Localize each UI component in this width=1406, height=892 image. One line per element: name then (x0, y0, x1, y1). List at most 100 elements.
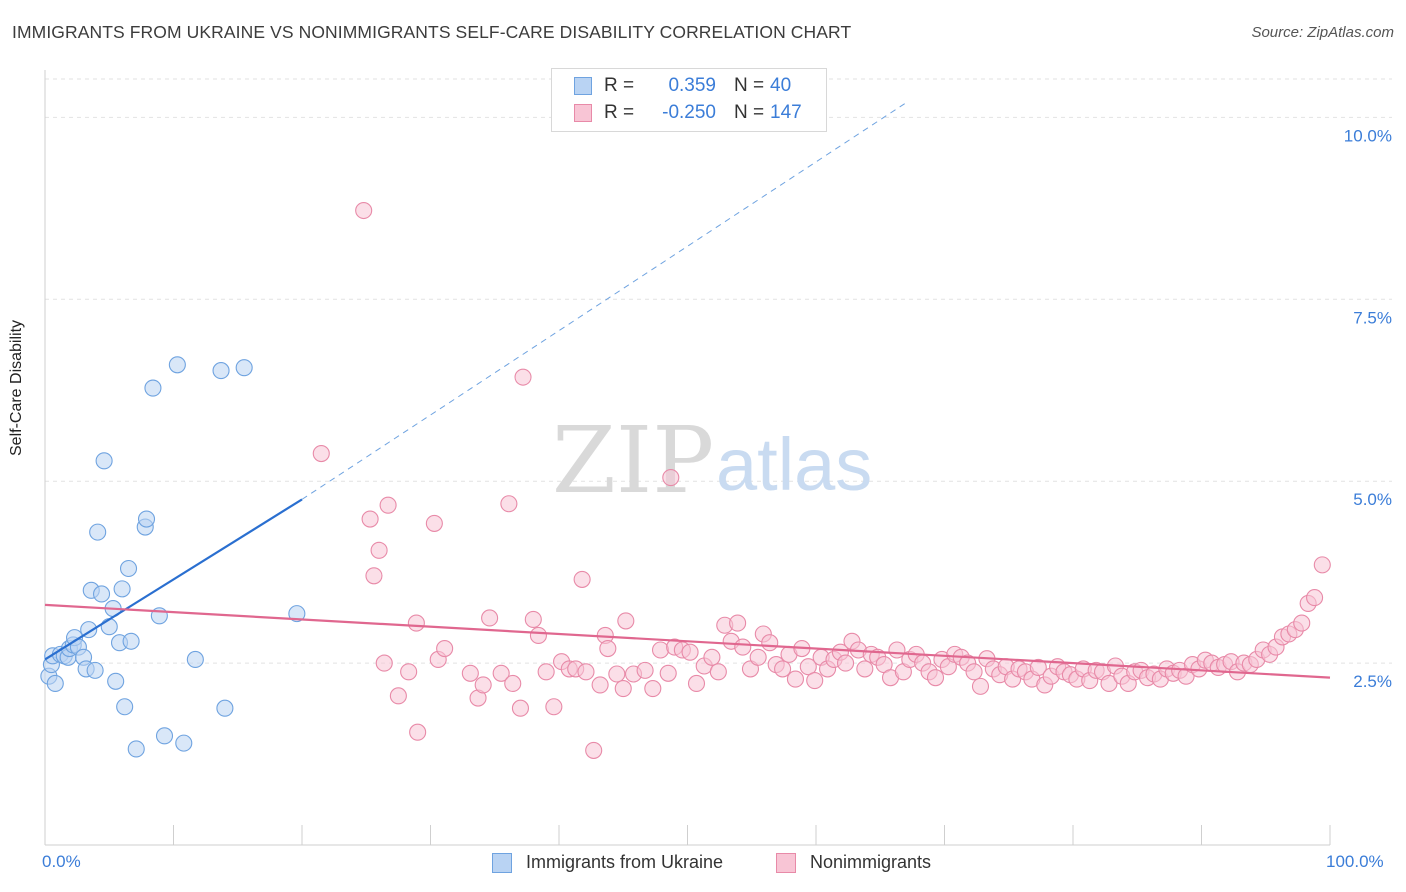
legend-item-nonimmigrants[interactable]: Nonimmigrants (776, 852, 931, 873)
legend-n-label: N = (734, 75, 765, 96)
legend-swatch-nonimmigrants (776, 852, 796, 873)
point-nonimmigrant (749, 648, 767, 666)
point-nonimmigrant (1100, 674, 1118, 693)
point-nonimmigrant (1313, 556, 1331, 574)
point-ukraine (216, 699, 234, 717)
point-nonimmigrant (375, 654, 393, 672)
point-nonimmigrant (511, 699, 530, 717)
point-ukraine (122, 632, 140, 650)
point-nonimmigrant (761, 634, 779, 652)
x-tick-label-min: 0.0% (42, 852, 81, 871)
watermark: ZIP atlas (552, 407, 872, 514)
point-nonimmigrant (545, 698, 563, 716)
point-nonimmigrant (1293, 614, 1311, 632)
point-nonimmigrant (361, 510, 379, 528)
point-nonimmigrant (585, 741, 603, 759)
point-ukraine (113, 580, 131, 598)
trend-ukraine (44, 498, 303, 661)
point-nonimmigrant (474, 676, 492, 694)
point-nonimmigrant (687, 674, 706, 693)
legend-n-value: 147 (770, 102, 802, 123)
point-ukraine (46, 674, 64, 693)
legend-swatch-ukraine (574, 77, 592, 95)
legend-r-label: R = (604, 75, 635, 96)
point-nonimmigrant (504, 674, 522, 693)
legend-r-value: -0.250 (662, 102, 716, 123)
point-ukraine (137, 510, 156, 528)
y-tick-label: 2.5% (1353, 672, 1392, 691)
legend-swatch-nonimmigrants (574, 104, 592, 122)
series-legend: Immigrants from Ukraine Nonimmigrants (0, 852, 1406, 878)
point-nonimmigrant (481, 609, 499, 627)
point-ukraine (235, 359, 253, 377)
point-nonimmigrant (365, 567, 383, 585)
point-ukraine (116, 698, 134, 716)
point-nonimmigrant (617, 612, 635, 630)
point-nonimmigrant (529, 626, 547, 644)
y-tick-label: 7.5% (1353, 308, 1392, 327)
point-nonimmigrant (806, 672, 824, 690)
point-nonimmigrant (573, 570, 591, 588)
point-ukraine (212, 362, 230, 380)
point-ukraine (119, 559, 138, 578)
point-nonimmigrant (651, 641, 670, 659)
point-ukraine (186, 650, 204, 669)
point-nonimmigrant (636, 661, 654, 679)
point-nonimmigrant (409, 723, 427, 741)
point-nonimmigrant (774, 660, 792, 678)
axes (44, 70, 1331, 846)
trend-lines (44, 102, 1331, 679)
point-nonimmigrant (355, 201, 373, 220)
point-nonimmigrant (703, 648, 721, 666)
point-nonimmigrant (965, 663, 983, 681)
legend-item-ukraine[interactable]: Immigrants from Ukraine (492, 852, 723, 873)
point-ukraine (95, 452, 113, 470)
legend-label-nonimmigrants: Nonimmigrants (810, 852, 932, 872)
point-nonimmigrant (926, 669, 945, 687)
legend-n-value: 40 (770, 75, 792, 96)
point-nonimmigrant (729, 614, 747, 632)
point-nonimmigrant (312, 444, 330, 463)
point-nonimmigrant (514, 368, 532, 386)
point-nonimmigrant (681, 643, 699, 661)
point-ukraine (100, 618, 118, 636)
chart-title: IMMIGRANTS FROM UKRAINE VS NONIMMIGRANTS… (12, 22, 852, 42)
point-nonimmigrant (370, 541, 388, 559)
point-ukraine (288, 605, 306, 623)
legend-label-ukraine: Immigrants from Ukraine (526, 852, 724, 872)
point-nonimmigrant (591, 676, 609, 694)
x-tick-label-max: 100.0% (1326, 852, 1384, 871)
y-tick-label: 5.0% (1353, 490, 1392, 509)
point-nonimmigrant (1306, 589, 1324, 607)
point-nonimmigrant (837, 654, 855, 672)
legend-row-ukraine: R = 0.359 N = 40 (574, 74, 791, 98)
source-label: Source: ZipAtlas.com (1251, 24, 1394, 41)
legend-swatch-ukraine (492, 852, 512, 873)
point-ukraine (175, 734, 193, 752)
point-nonimmigrant (662, 469, 680, 487)
point-nonimmigrant (971, 677, 990, 695)
point-nonimmigrant (856, 660, 874, 678)
point-ukraine (144, 379, 162, 397)
point-nonimmigrant (461, 664, 479, 682)
legend-r-value: 0.359 (668, 75, 716, 96)
point-nonimmigrant (492, 664, 510, 682)
legend-r-label: R = (604, 102, 635, 123)
trend-nonimmigrants (44, 603, 1331, 679)
point-nonimmigrant (524, 610, 542, 628)
legend-row-nonimmigrants: R = -0.250 N = 147 (574, 101, 802, 125)
point-nonimmigrant (644, 680, 662, 698)
point-nonimmigrant (1029, 658, 1047, 677)
point-nonimmigrant (407, 614, 425, 632)
point-nonimmigrant (537, 663, 555, 681)
point-nonimmigrant (709, 663, 727, 681)
point-nonimmigrant (379, 496, 397, 514)
legend-n-label: N = (734, 102, 765, 123)
point-nonimmigrant (608, 665, 626, 683)
point-nonimmigrant (389, 687, 407, 705)
point-nonimmigrant (577, 663, 595, 681)
point-nonimmigrant (786, 670, 804, 688)
point-nonimmigrant (400, 663, 418, 681)
watermark-zip: ZIP (552, 407, 714, 514)
